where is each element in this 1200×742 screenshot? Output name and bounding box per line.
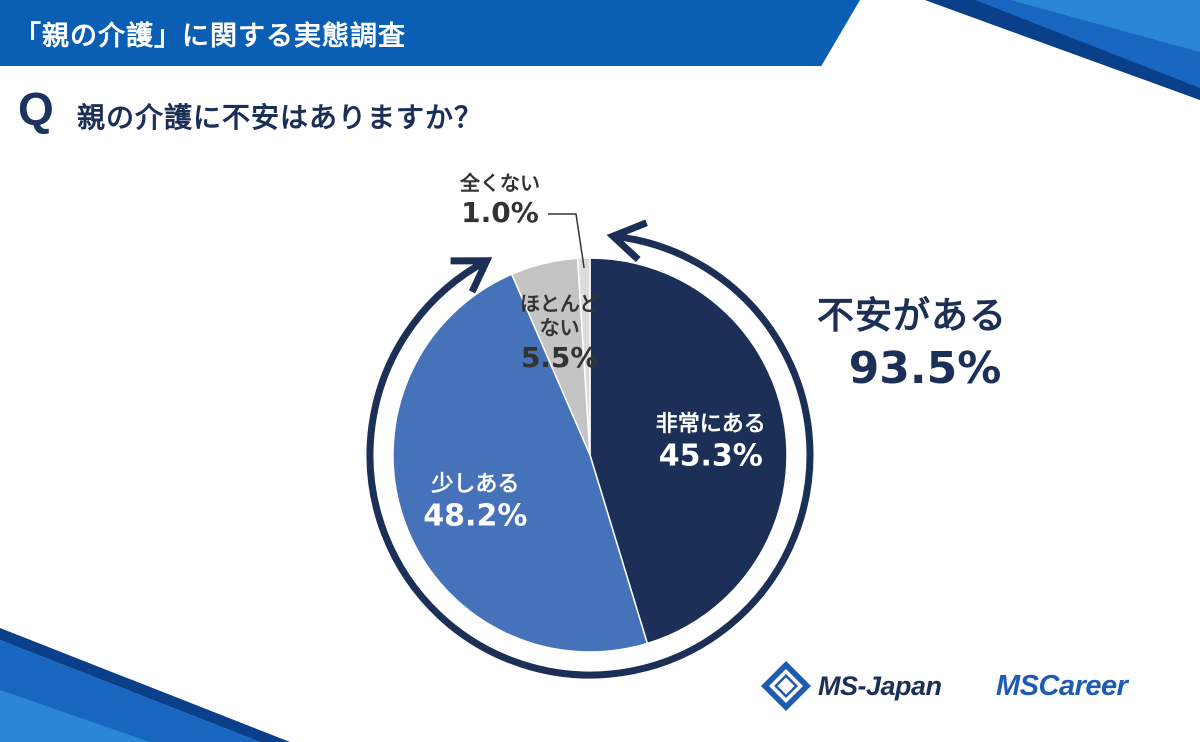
ms-career-logo: MSCareer [996,670,1128,703]
pie-slice-0 [589,257,788,645]
page-title: 「親の介護」に関する実態調査 [14,21,406,52]
summary-label: 不安がある [817,294,1007,337]
summary-callout: 不安がある 93.5% [812,285,1012,394]
pie-slice-3 [576,257,591,456]
slice-value-label: 1.0% [461,196,539,229]
slice-category-label: 全くない [459,171,540,195]
question-mark-label: Q [18,83,54,135]
summary-value: 93.5% [848,343,1002,394]
slice-category-label: 非常にある [656,411,766,437]
slice-value-label: 48.2% [423,498,527,533]
slice-category-label: ない [540,316,580,340]
slice-category-label: ほとんど [520,292,599,316]
slice-category-label: 少しある [430,472,519,497]
slice-value-label: 5.5% [521,341,599,374]
ms-japan-emblem-icon [761,661,811,711]
ms-japan-logo: MS-Japan [760,660,942,712]
pie-slice-1 [392,273,649,653]
leader-line [548,213,585,269]
ms-career-logo-text: MSCareer [996,670,1128,702]
arrowhead-icon-left [450,257,493,294]
question-text: 親の介護に不安はありますか？ [77,101,484,134]
slice-value-label: 45.3% [659,438,763,473]
ms-japan-logo-text: MS-Japan [818,670,942,701]
pie-slices [392,257,788,653]
header-band [0,0,860,66]
arrowhead-icon-right [606,219,648,263]
grouping-arrow-ring [366,219,814,679]
grouping-ring-arc [366,232,814,679]
